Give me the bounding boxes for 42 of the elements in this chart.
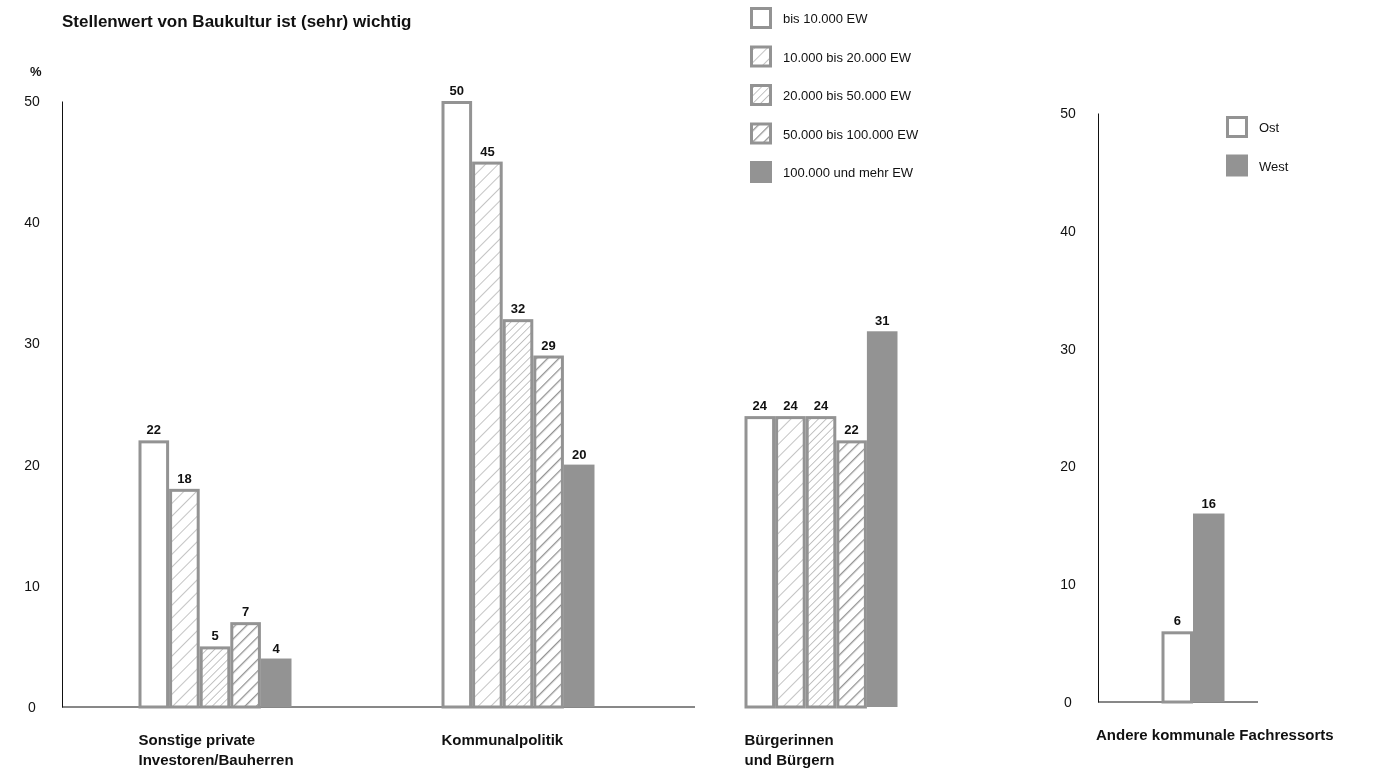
data-label: 24 [752,398,768,414]
data-label: 22 [844,422,859,438]
data-label: 50 [449,83,465,98]
x-tick-label: Bürgerinnen und Bürgern [744,731,835,768]
y-tick-label: 40 [1060,222,1076,239]
legend-label: Ost [1259,120,1280,135]
data-label: 16 [1201,495,1216,511]
data-label: 45 [480,143,495,159]
legend-label: 50.000 bis 100.000 EW [783,126,919,142]
y-tick-label: 30 [24,335,40,352]
y-tick-label: 50 [1060,104,1076,121]
legend-label: 10.000 bis 20.000 EW [783,49,912,65]
data-label: 20 [571,446,587,462]
legend-label: West [1259,158,1289,174]
y-tick-label: 0 [28,698,37,715]
data-label: 7 [241,604,250,620]
data-label: 24 [783,398,799,414]
data-label: 6 [1173,613,1181,629]
x-tick-label: Andere kommunale Fachressorts [1096,726,1334,743]
data-label: 5 [211,628,219,644]
y-tick-label: 0 [1064,693,1073,710]
y-tick-label: 40 [24,214,40,231]
y-axis-title: % [30,64,42,79]
chart-title: Stellenwert von Baukultur ist (sehr) wichtig [62,12,412,31]
data-label: 31 [874,313,890,329]
data-label: 22 [146,422,162,438]
x-tick-label: Kommunalpolitik [441,731,564,748]
legend-label: 20.000 bis 50.000 EW [783,88,912,103]
legend-label: 100.000 und mehr EW [783,165,914,180]
data-label: 29 [541,337,556,353]
y-tick-label: 30 [1060,340,1076,357]
x-tick-label: Sonstige private Investoren/Bauherren [138,731,294,768]
y-tick-label: 20 [24,456,40,473]
data-label: 24 [813,398,829,414]
data-label: 32 [510,301,526,317]
data-label: 18 [177,470,192,486]
legend-label: bis 10.000 EW [783,11,869,26]
data-label: 4 [272,640,281,656]
y-tick-label: 50 [24,92,40,109]
y-tick-label: 10 [1060,576,1076,593]
y-tick-label: 20 [1060,458,1076,475]
y-tick-label: 10 [24,577,40,594]
